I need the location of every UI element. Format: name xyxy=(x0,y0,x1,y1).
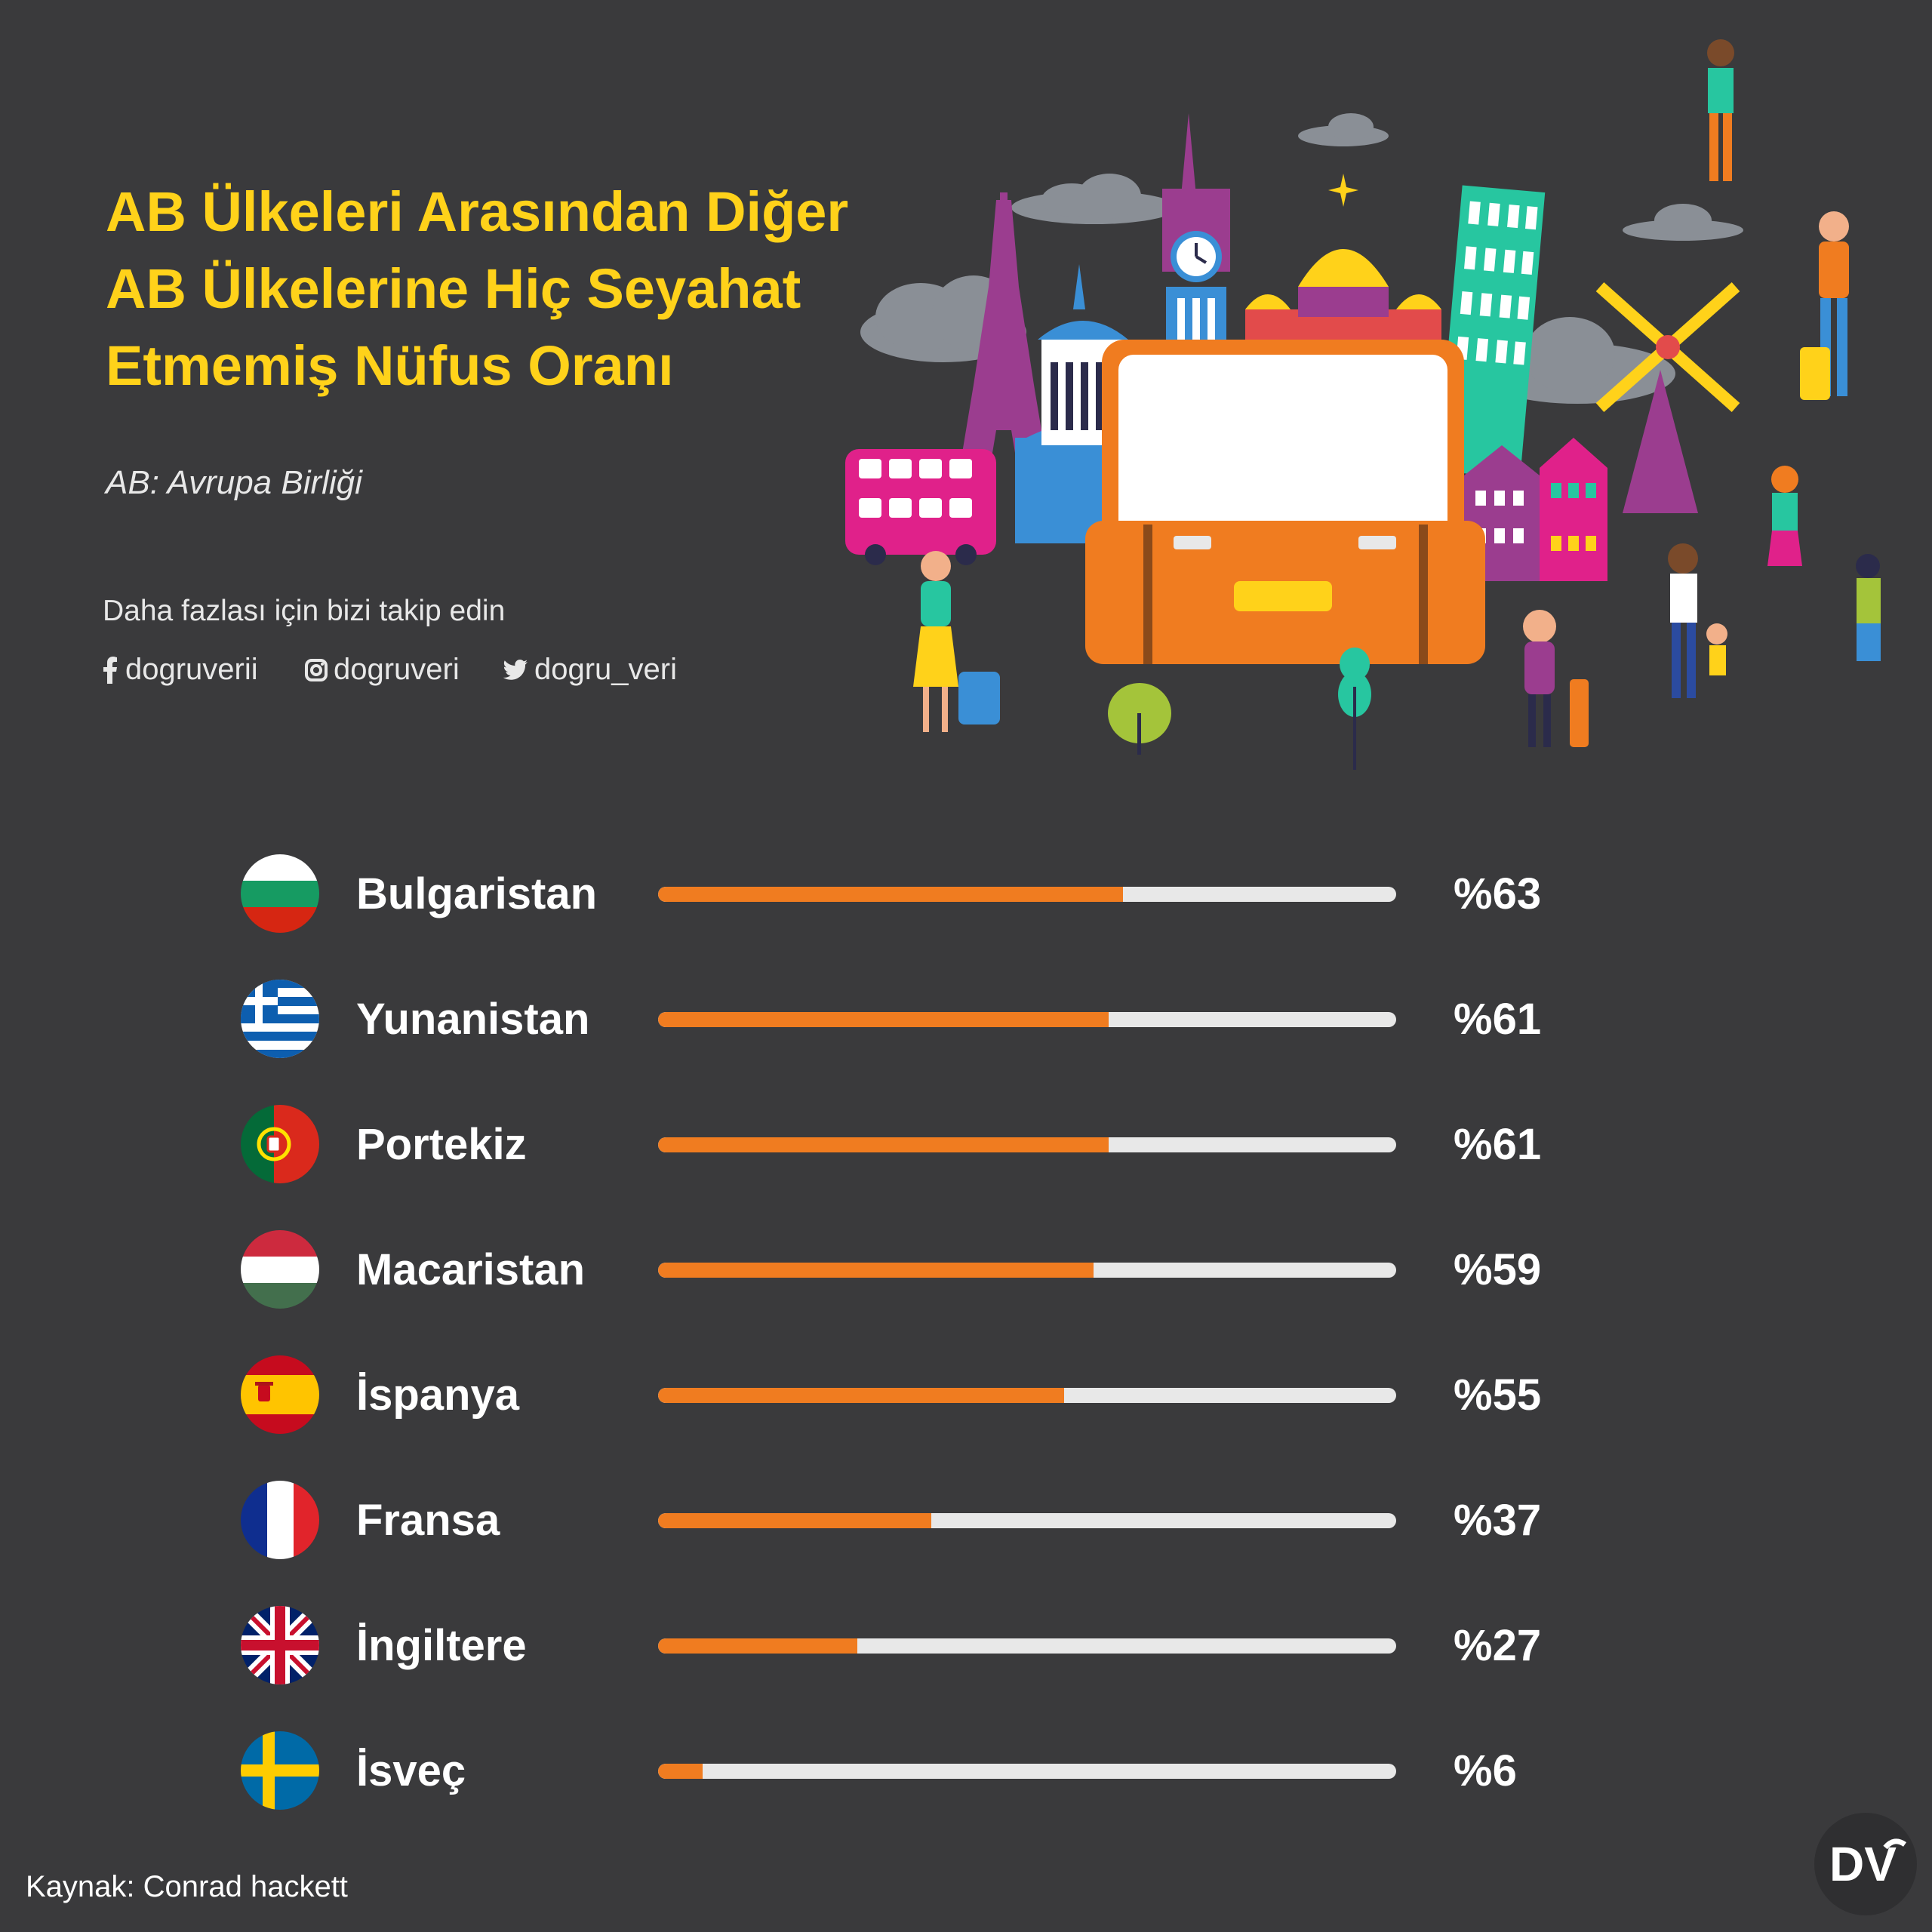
bus-icon xyxy=(845,449,996,565)
title-line-3: Etmemiş Nüfus Oranı xyxy=(106,334,674,397)
bar xyxy=(658,1263,1094,1278)
value-label: %55 xyxy=(1454,1371,1542,1420)
twitter-icon xyxy=(503,659,528,680)
bar xyxy=(658,1513,931,1528)
chart-row: İsveç %6 xyxy=(0,1730,1932,1814)
category-label: Bulgaristan xyxy=(356,869,598,918)
chart-row: Fransa %37 xyxy=(0,1480,1932,1563)
source-note: Kaynak: Conrad hackett xyxy=(26,1870,348,1903)
chart-title: AB Ülkeleri Arasından Diğer AB Ülkelerin… xyxy=(106,174,906,405)
follow-text: Daha fazlası için bizi takip edin xyxy=(103,595,506,627)
category-label: Yunanistan xyxy=(356,995,590,1044)
bar-track xyxy=(658,1513,1396,1528)
bar-track xyxy=(658,1388,1396,1403)
bulgaria-flag-icon xyxy=(241,854,319,933)
suitcase-icon xyxy=(1085,340,1485,664)
instagram-handle: dogruveri xyxy=(334,653,460,686)
instagram-icon xyxy=(305,658,328,681)
bar xyxy=(658,1012,1109,1027)
category-label: İsveç xyxy=(356,1746,466,1795)
hungary-flag-icon xyxy=(241,1230,319,1309)
facebook-link[interactable]: dogruverii xyxy=(101,653,258,687)
france-flag-icon xyxy=(241,1481,319,1559)
title-line-1: AB Ülkeleri Arasından Diğer xyxy=(106,180,849,243)
twitter-link[interactable]: dogru_veri xyxy=(503,653,677,687)
travel-illustration xyxy=(845,39,1881,770)
spain-flag-icon xyxy=(241,1355,319,1434)
chart-row: İspanya %55 xyxy=(0,1355,1932,1438)
dutch-houses-icon xyxy=(1464,438,1607,581)
value-label: %59 xyxy=(1454,1245,1542,1294)
people-icon xyxy=(913,39,1881,747)
chart-row: Macaristan %59 xyxy=(0,1229,1932,1312)
chart-row: Yunanistan %61 xyxy=(0,979,1932,1062)
bar xyxy=(658,887,1124,902)
bar-track xyxy=(658,1012,1396,1027)
windmill-icon xyxy=(1595,282,1740,513)
value-label: %37 xyxy=(1454,1496,1542,1545)
sweden-flag-icon xyxy=(241,1731,319,1810)
bar xyxy=(658,1764,703,1779)
category-label: İngiltere xyxy=(356,1621,527,1670)
category-label: Fransa xyxy=(356,1496,500,1545)
chart-row: İngiltere %27 xyxy=(0,1605,1932,1688)
facebook-icon xyxy=(103,656,117,684)
category-label: Macaristan xyxy=(356,1245,586,1294)
chart-row: Portekiz %61 xyxy=(0,1104,1932,1187)
category-label: İspanya xyxy=(356,1371,519,1420)
value-label: %6 xyxy=(1454,1746,1517,1795)
bar-track xyxy=(658,1263,1396,1278)
bar-track xyxy=(658,1638,1396,1654)
portugal-flag-icon xyxy=(241,1105,319,1183)
bar xyxy=(658,1137,1109,1152)
chart-row: Bulgaristan %63 xyxy=(0,854,1932,937)
leaning-tower-icon xyxy=(1437,185,1546,478)
subtitle: AB: Avrupa Birliği xyxy=(106,464,362,501)
value-label: %61 xyxy=(1454,1120,1542,1169)
title-line-2: AB Ülkelerine Hiç Seyahat xyxy=(106,257,801,320)
value-label: %63 xyxy=(1454,869,1542,918)
value-label: %61 xyxy=(1454,995,1542,1044)
facebook-handle: dogruverii xyxy=(125,653,258,686)
eiffel-tower-icon xyxy=(958,192,1049,475)
uk-flag-icon xyxy=(241,1606,319,1684)
instagram-link[interactable]: dogruveri xyxy=(305,653,460,687)
bar-track xyxy=(658,1137,1396,1152)
bar xyxy=(658,1388,1064,1403)
value-label: %27 xyxy=(1454,1621,1542,1670)
twitter-handle: dogru_veri xyxy=(534,653,678,686)
bar-track xyxy=(658,1764,1396,1779)
greece-flag-icon xyxy=(241,980,319,1058)
bar-track xyxy=(658,887,1396,902)
tree-icon xyxy=(1108,648,1371,770)
category-label: Portekiz xyxy=(356,1120,527,1169)
bar xyxy=(658,1638,858,1654)
dv-logo-icon: DV xyxy=(1814,1813,1917,1915)
